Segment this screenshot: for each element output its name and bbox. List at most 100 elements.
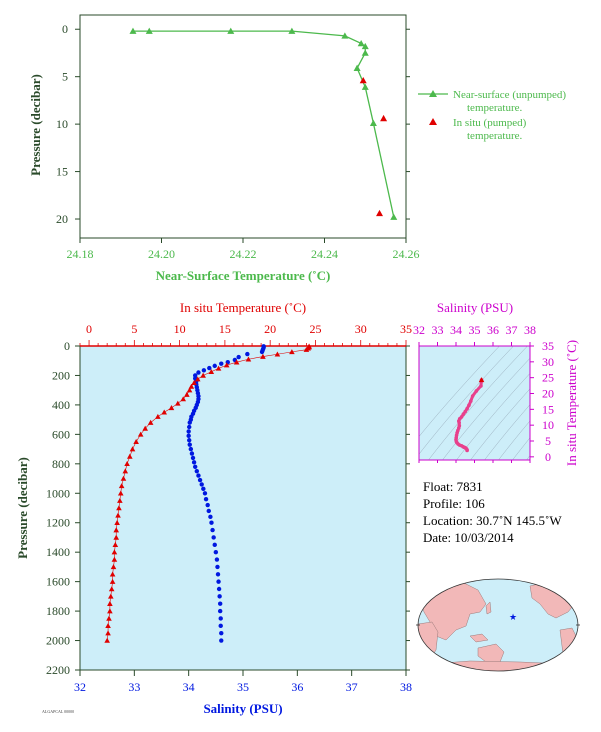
salinity-point	[212, 542, 217, 548]
temperature-point	[191, 380, 197, 386]
temperature-point	[106, 615, 112, 621]
ts-surface-marker	[478, 377, 485, 383]
pressure-tick-label: 1600	[46, 575, 70, 589]
salinity-point	[191, 460, 197, 465]
temperature-point	[110, 564, 117, 570]
salinity-point	[214, 557, 220, 562]
salinity-point	[199, 482, 204, 487]
near-surface-y-tick-label: 15	[56, 165, 68, 179]
salinity-point	[196, 370, 201, 375]
temperature-point	[155, 413, 161, 419]
ts-temperature-tick-label: 20	[542, 387, 554, 401]
near-surface-y-axis: 0 5 10 15 20	[56, 22, 410, 226]
ts-point	[467, 403, 471, 408]
salinity-point	[201, 486, 206, 492]
salinity-point	[209, 520, 214, 525]
temperature-tick-label: 35	[400, 322, 412, 336]
temperature-point	[184, 391, 190, 397]
salinity-point	[186, 429, 191, 434]
temperature-point	[105, 630, 111, 636]
salinity-point	[217, 594, 222, 599]
ts-point	[461, 412, 466, 416]
salinity-point	[202, 491, 208, 496]
temperature-point	[289, 349, 295, 355]
pressure-tick-label: 0	[64, 339, 70, 353]
near-surface-x-tick-label: 24.18	[67, 247, 94, 261]
temperature-point	[215, 365, 222, 371]
ts-salinity-tick-label: 37	[506, 323, 518, 337]
salinity-tick-label: 36	[291, 680, 303, 694]
ts-salinity-axis: 32 33 34 35 36 37 38	[413, 323, 536, 463]
land-japan	[485, 601, 492, 615]
salinity-point	[217, 601, 223, 606]
temperature-point	[115, 512, 121, 518]
ts-salinity-tick-label: 34	[450, 323, 462, 337]
salinity-tick-label: 35	[237, 680, 249, 694]
pressure-tick-label: 600	[52, 427, 70, 441]
date: Date: 10/03/2014	[423, 530, 514, 545]
ts-temperature-tick-label: 25	[542, 371, 554, 385]
ts-point	[465, 448, 469, 453]
salinity-point	[194, 468, 200, 474]
salinity-point	[219, 638, 224, 643]
salinity-point	[208, 514, 213, 520]
temperature-point	[137, 431, 144, 437]
pressure-tick-label: 400	[52, 398, 70, 412]
near-surface-chart: 24.18 24.20 24.22 24.24 24.26 0 5 10 15 20 Near-…	[28, 14, 566, 283]
production-stamp: ALGAPCAL 00000	[42, 709, 75, 714]
density-contour	[519, 336, 601, 490]
salinity-point	[197, 477, 203, 483]
density-contour	[419, 346, 500, 437]
salinity-point	[245, 351, 250, 357]
temperature-axis: 0 5 10 15 20 25 30 35	[79, 322, 412, 346]
land-antarctica	[427, 660, 571, 671]
temperature-point	[303, 346, 310, 352]
float-id: Float: 7831	[423, 479, 483, 494]
profile-chart: 0 5 10 15 20 25 30 35 32 33 34 35 36 37 38 0 200 400 600…	[15, 300, 412, 716]
temperature-point	[111, 549, 118, 555]
ts-salinity-tick-label: 36	[487, 323, 499, 337]
ts-point	[479, 384, 483, 388]
near-surface-y-tick-label: 10	[56, 117, 68, 131]
ts-salinity-label: Salinity (PSU)	[437, 300, 513, 315]
temperature-point	[245, 356, 252, 362]
temperature-point	[109, 578, 116, 584]
salinity-point	[187, 442, 192, 447]
ts-point	[465, 406, 469, 411]
ts-panel	[419, 346, 530, 460]
ts-temperature-tick-label: 30	[542, 355, 554, 369]
salinity-point	[189, 451, 195, 456]
temperature-point	[117, 490, 124, 496]
profile-temperature-title: In situ Temperature (˚C)	[180, 300, 306, 315]
temperature-point	[200, 372, 206, 378]
unpumped-temperature-point	[361, 49, 369, 56]
near-surface-x-tick-label: 24.24	[311, 247, 338, 261]
pressure-tick-label: 1000	[46, 486, 70, 500]
temperature-point	[147, 419, 154, 425]
salinity-point	[205, 502, 210, 508]
temperature-tick-label: 30	[355, 322, 367, 336]
temperature-point	[122, 468, 129, 474]
salinity-point	[215, 572, 221, 577]
near-surface-y-label: Pressure (decibar)	[28, 74, 43, 176]
profile-pressure-label: Pressure (decibar)	[15, 457, 30, 559]
salinity-point	[201, 368, 207, 373]
ts-salinity-tick-label: 32	[413, 323, 425, 337]
salinity-axis: 32 33 34 35 36 37 38	[74, 670, 412, 694]
ts-temperature-label: In situ Temperature (˚C)	[564, 340, 579, 466]
land-africa	[418, 621, 439, 663]
salinity-point	[213, 549, 219, 555]
temperature-point	[104, 637, 110, 643]
land-indonesia	[469, 633, 489, 643]
salinity-point	[203, 496, 209, 502]
salinity-point	[192, 464, 198, 469]
near-surface-x-tick-label: 24.20	[148, 247, 175, 261]
pumped-temperature-point	[359, 76, 367, 84]
profile-series	[104, 343, 312, 643]
near-surface-x-tick-label: 24.22	[230, 247, 257, 261]
temperature-point	[120, 475, 127, 481]
temperature-point	[116, 505, 122, 511]
salinity-point	[216, 586, 222, 592]
